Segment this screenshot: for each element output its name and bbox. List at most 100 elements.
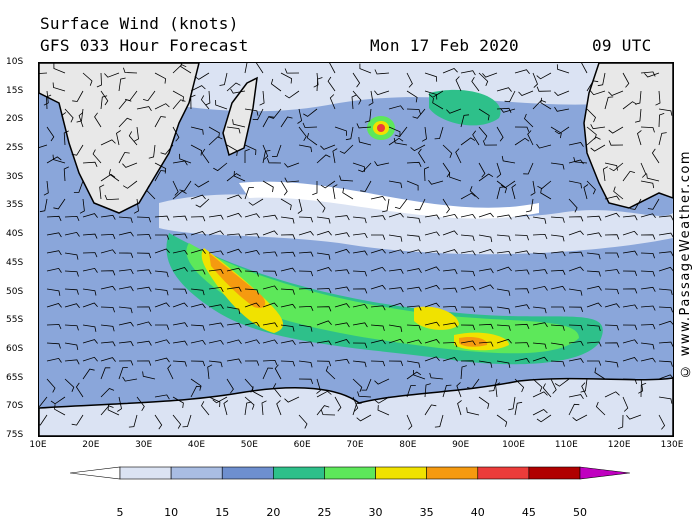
wind-barb xyxy=(374,378,390,385)
wind-barb xyxy=(82,356,98,362)
wind-barb xyxy=(406,360,421,368)
wind-barb xyxy=(434,414,444,428)
wind-barb xyxy=(201,401,210,416)
wind-barb xyxy=(63,166,69,182)
wind-barb xyxy=(201,148,210,164)
wind-barb xyxy=(136,252,152,259)
wind-barb xyxy=(374,161,390,166)
wind-barb xyxy=(550,378,557,394)
wind-barb xyxy=(496,338,512,344)
credit-text: © www.PassageWeather.com xyxy=(678,150,693,379)
wind-barb xyxy=(262,285,278,291)
wind-barb xyxy=(284,396,300,403)
wind-barb xyxy=(590,144,606,152)
wind-barb xyxy=(280,324,295,332)
wind-barb xyxy=(64,270,79,277)
wind-barb xyxy=(82,213,98,218)
wind-barb xyxy=(226,126,241,134)
latitude-label: 65S xyxy=(6,372,24,383)
wind-barb xyxy=(316,77,323,92)
latitude-label: 35S xyxy=(6,200,24,211)
wind-barb xyxy=(370,360,386,367)
wind-barb xyxy=(244,187,254,200)
latitude-label: 15S xyxy=(6,85,24,96)
wind-barb xyxy=(244,302,260,308)
wind-barb xyxy=(586,136,601,146)
legend-swatch xyxy=(221,466,274,480)
wind-barb xyxy=(46,232,62,238)
wind-barb xyxy=(46,126,55,142)
wind-barb xyxy=(334,396,342,412)
wind-barb xyxy=(428,180,444,185)
wind-barb xyxy=(244,321,260,327)
wind-barb xyxy=(64,231,80,237)
wind-barb xyxy=(298,341,314,347)
wind-barb xyxy=(100,388,115,398)
legend-swatch xyxy=(426,466,479,480)
wind-barb xyxy=(581,382,588,398)
wind-barb xyxy=(82,233,98,239)
wind-barb xyxy=(182,414,192,428)
wind-barb xyxy=(604,342,620,348)
wind-barb xyxy=(536,414,552,423)
wind-barb xyxy=(460,137,476,146)
wind-barb xyxy=(244,288,259,295)
wind-barb xyxy=(208,230,224,236)
wind-barb xyxy=(442,322,458,328)
wind-barb xyxy=(406,286,422,292)
wind-barb xyxy=(266,157,282,164)
wind-barb xyxy=(154,339,170,345)
wind-barb xyxy=(604,234,620,240)
wind-barb xyxy=(316,198,326,213)
wind-barb xyxy=(370,284,386,290)
wind-barb xyxy=(244,63,248,74)
wind-barb xyxy=(460,70,476,76)
wind-barb xyxy=(622,270,638,277)
legend-swatch xyxy=(528,466,581,480)
wind-barb xyxy=(622,378,638,385)
wind-barb xyxy=(406,339,422,345)
wind-barb xyxy=(554,106,570,112)
wind-barb xyxy=(536,72,552,80)
wind-barb xyxy=(580,378,588,393)
wind-barb xyxy=(478,234,493,243)
wind-barb xyxy=(550,234,565,242)
wind-barb xyxy=(377,405,390,416)
wind-barb xyxy=(532,378,543,392)
wind-barb xyxy=(460,285,476,291)
wind-barb xyxy=(655,90,661,106)
wind-barb xyxy=(39,144,48,148)
legend-tick-label: 45 xyxy=(521,506,536,519)
wind-barb xyxy=(412,108,426,119)
wind-barb xyxy=(100,285,116,291)
wind-barb xyxy=(190,194,206,200)
wind-barb xyxy=(259,90,265,106)
wind-barb xyxy=(316,230,332,236)
wind-barb xyxy=(223,400,229,416)
orange-core-west xyxy=(209,253,266,309)
calm-band-north xyxy=(39,63,673,112)
wind-barb xyxy=(302,122,318,128)
wind-barb xyxy=(478,306,494,313)
wind-barb xyxy=(586,270,601,277)
legend-swatch xyxy=(273,466,325,480)
wind-barb xyxy=(388,249,404,255)
wind-barb xyxy=(94,112,102,128)
wind-barb xyxy=(658,215,673,221)
wind-barb xyxy=(356,123,372,129)
wind-barb xyxy=(352,270,367,277)
wind-barb xyxy=(262,230,278,236)
wind-barb xyxy=(617,414,624,430)
wind-barb xyxy=(388,137,404,146)
wind-barb xyxy=(501,155,516,164)
wind-barb xyxy=(136,306,152,312)
wind-barb xyxy=(360,180,372,192)
cyclone-red-core xyxy=(377,124,385,132)
wind-barb xyxy=(190,269,206,275)
wind-barb xyxy=(208,396,221,408)
wind-barb xyxy=(154,103,170,110)
wind-barb xyxy=(460,192,476,200)
wind-barb xyxy=(568,288,583,296)
wind-barb xyxy=(73,180,84,193)
wind-barb xyxy=(368,90,374,106)
